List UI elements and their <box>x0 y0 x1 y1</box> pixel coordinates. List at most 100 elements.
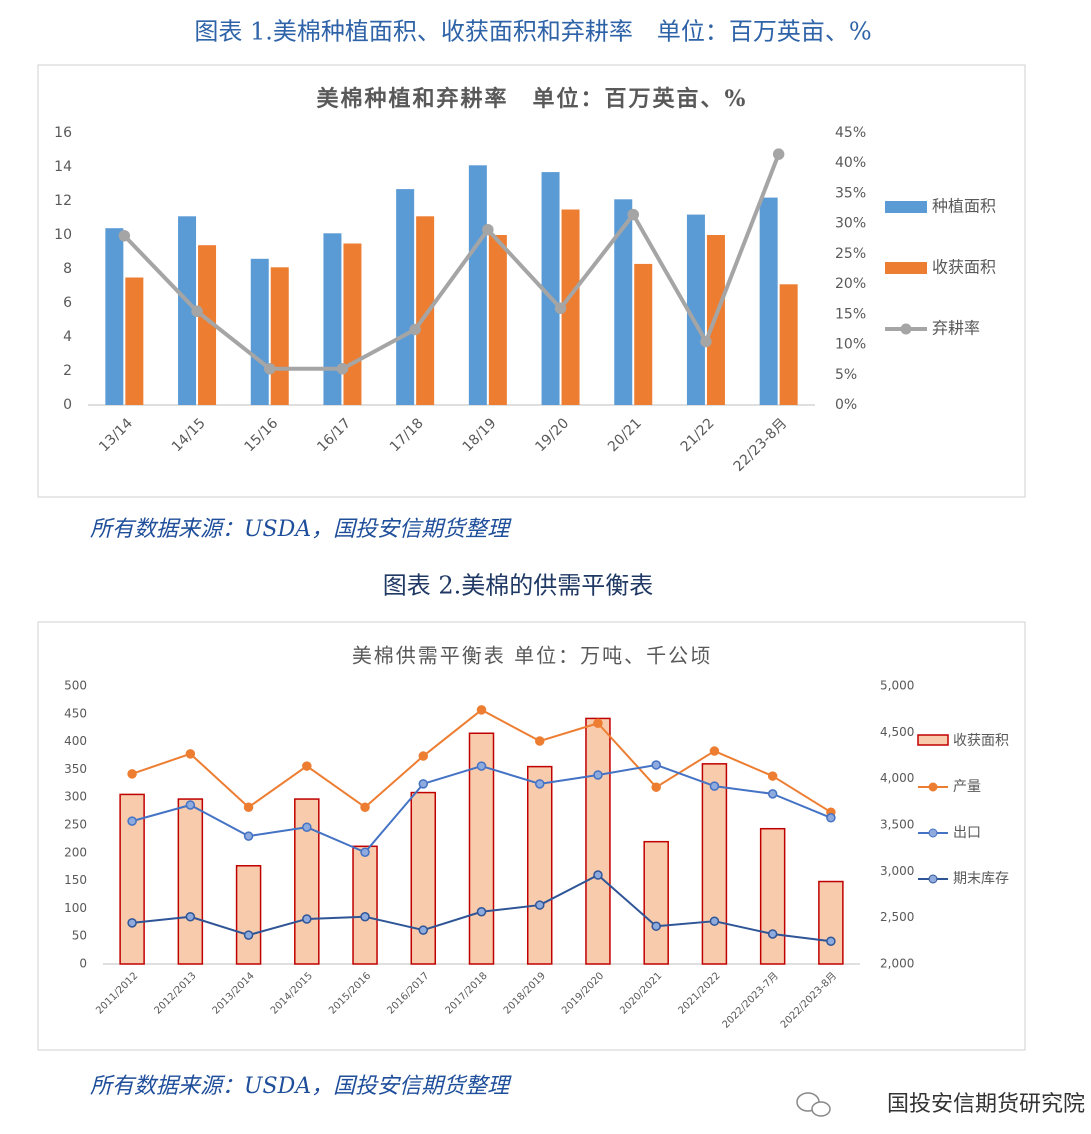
line-marker <box>336 362 349 375</box>
bar <box>125 277 144 405</box>
line-marker <box>243 831 254 841</box>
line-marker <box>826 813 836 823</box>
y-tick-label: 50 <box>72 929 87 943</box>
line-marker <box>476 761 487 771</box>
y-tick-label: 0 <box>79 957 87 971</box>
source-note: 所有数据来源：USDA，国投安信期货整理 <box>90 517 512 542</box>
legend-swatch <box>900 323 912 335</box>
line-marker <box>127 769 137 779</box>
y2-tick-label: 2,000 <box>880 957 914 971</box>
y-tick-label: 250 <box>64 818 87 832</box>
y2-tick-label: 30% <box>835 216 866 232</box>
bar <box>759 827 786 965</box>
bar <box>468 732 495 965</box>
y-tick-label: 400 <box>64 734 87 748</box>
watermark: 国投安信期货研究院 <box>887 1092 1085 1117</box>
line-marker <box>185 911 196 922</box>
y2-tick-label: 45% <box>835 125 866 141</box>
line-marker <box>534 779 545 789</box>
legend-label: 出口 <box>953 825 981 841</box>
legend-swatch <box>928 874 938 884</box>
bar <box>105 228 124 405</box>
line-marker <box>772 148 785 160</box>
y2-tick-label: 2,500 <box>880 910 914 924</box>
bar <box>352 845 378 965</box>
y2-tick-label: 40% <box>835 155 866 171</box>
y-tick-label: 200 <box>64 845 87 859</box>
line-marker <box>418 925 429 935</box>
bar <box>585 717 611 965</box>
legend-swatch <box>885 262 927 274</box>
bar <box>178 216 197 405</box>
bar <box>410 791 437 965</box>
legend-label: 种植面积 <box>932 197 996 216</box>
line-marker <box>302 914 312 924</box>
bar <box>235 865 262 965</box>
y2-tick-label: 35% <box>835 185 866 201</box>
y-tick-label: 300 <box>64 790 87 804</box>
y2-tick-label: 4,500 <box>880 725 914 739</box>
legend-swatch <box>885 201 927 213</box>
y-tick-label: 10 <box>54 227 72 243</box>
line-marker <box>709 916 720 926</box>
y-tick-label: 350 <box>64 762 87 776</box>
line-marker <box>118 230 131 242</box>
bar <box>561 209 580 405</box>
y2-tick-label: 15% <box>835 306 866 322</box>
line-marker <box>593 718 603 729</box>
y2-tick-label: 4,000 <box>880 771 914 785</box>
line-marker <box>534 736 545 746</box>
y2-tick-label: 5,000 <box>880 679 914 693</box>
line-marker <box>593 870 603 880</box>
y2-tick-label: 3,000 <box>880 864 914 878</box>
wechat-icon <box>796 1092 831 1117</box>
bar <box>270 267 289 405</box>
y-tick-label: 14 <box>54 159 72 175</box>
line-marker <box>627 208 639 221</box>
bar <box>198 245 217 405</box>
line-marker <box>243 802 254 812</box>
line-marker <box>191 305 203 318</box>
bar <box>250 258 269 405</box>
bar <box>488 235 507 405</box>
line-marker <box>554 302 567 315</box>
legend-swatch <box>917 734 949 746</box>
y-tick-label: 0 <box>63 397 72 413</box>
bar <box>177 798 204 965</box>
bar <box>541 172 560 405</box>
line-marker <box>709 746 720 756</box>
y-tick-label: 500 <box>64 679 87 693</box>
legend-swatch <box>928 782 938 792</box>
source-note: 所有数据来源：USDA，国投安信期货整理 <box>90 1074 512 1099</box>
bar <box>614 199 633 405</box>
line-marker <box>360 802 370 812</box>
y2-tick-label: 3,500 <box>880 818 914 832</box>
bar <box>526 765 553 965</box>
line-marker <box>409 323 421 336</box>
line-marker <box>593 770 603 780</box>
bar <box>759 197 778 405</box>
line-marker <box>243 930 254 940</box>
legend-label: 期末库存 <box>953 871 1009 887</box>
y-tick-label: 2 <box>63 363 72 379</box>
y-tick-label: 150 <box>64 873 87 887</box>
line-marker <box>709 781 720 791</box>
bar <box>416 216 435 405</box>
y-tick-label: 16 <box>54 125 72 141</box>
bar <box>634 263 653 405</box>
legend-swatch <box>928 828 938 838</box>
line-marker <box>700 335 712 348</box>
bar <box>686 214 705 405</box>
line-marker <box>482 223 494 236</box>
line-marker <box>418 779 429 789</box>
line-marker <box>767 789 778 799</box>
line-marker <box>476 705 487 715</box>
y2-tick-label: 0% <box>835 397 857 413</box>
bar <box>343 243 362 405</box>
bar <box>643 840 669 965</box>
line-marker <box>651 921 661 931</box>
y2-tick-label: 20% <box>835 276 866 292</box>
legend-label: 弃耕率 <box>932 319 980 338</box>
bar <box>323 233 342 405</box>
